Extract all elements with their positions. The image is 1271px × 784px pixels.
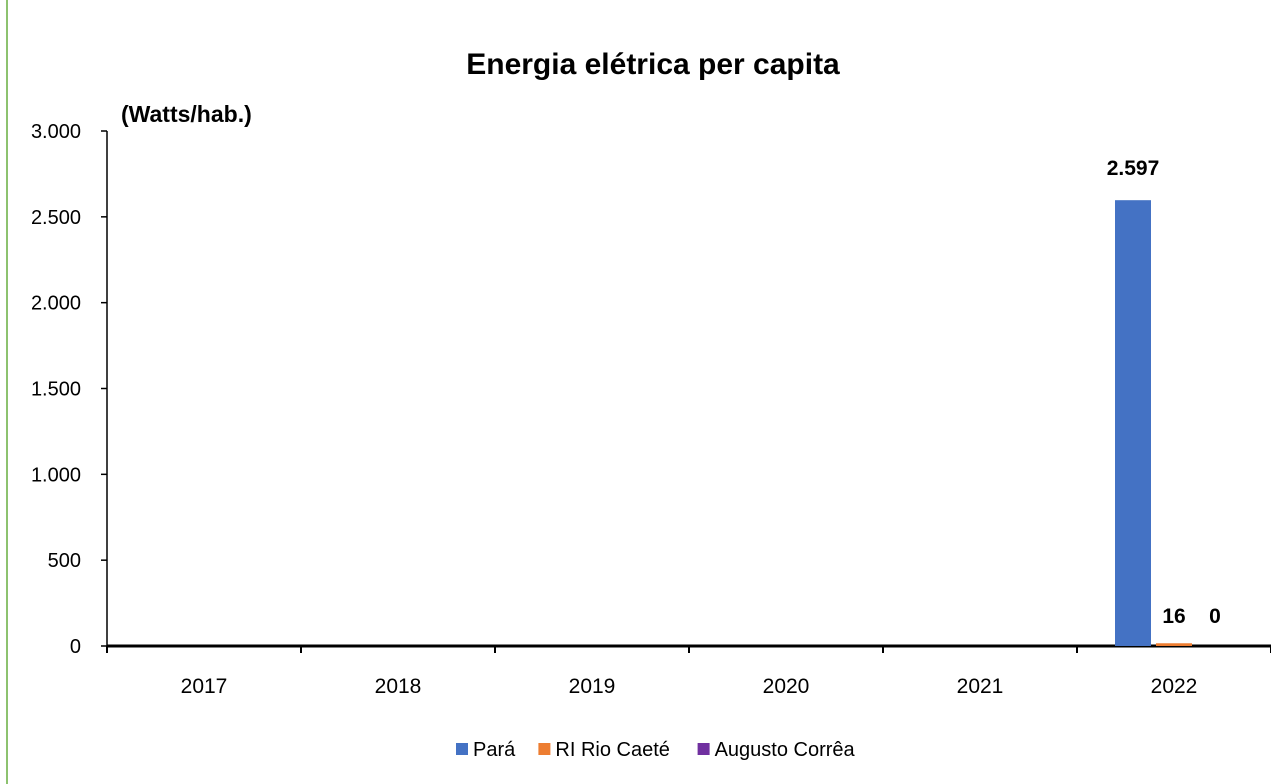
y-tick-label: 1.000 <box>31 464 81 486</box>
bar <box>1115 200 1151 646</box>
legend-swatch <box>697 743 710 755</box>
x-tick-label: 2017 <box>181 675 228 698</box>
legend-label: RI Rio Caeté <box>555 739 670 761</box>
y-axis: 0 500 1.000 1.500 2.000 2.500 3.000 <box>31 121 108 658</box>
legend-swatch <box>538 743 551 755</box>
x-tick-label: 2021 <box>957 675 1004 698</box>
y-tick-label: 0 <box>70 636 81 658</box>
y-tick-label: 2.000 <box>31 293 81 315</box>
y-axis-unit-label: (Watts/hab.) <box>121 101 252 127</box>
data-label: 0 <box>1209 605 1221 628</box>
x-tick-label: 2018 <box>375 675 422 698</box>
legend-label: Pará <box>473 739 516 761</box>
data-labels: 2.597 16 0 <box>1107 157 1221 628</box>
bar <box>1156 643 1192 646</box>
y-tick-label: 500 <box>48 550 81 572</box>
chart-title: Energia elétrica per capita <box>466 48 840 81</box>
data-label: 16 <box>1162 605 1185 628</box>
legend-label: Augusto Corrêa <box>715 739 856 761</box>
x-axis: 2017 2018 2019 2020 2021 2022 <box>106 644 1271 698</box>
y-tick-label: 2.500 <box>31 207 81 229</box>
bars <box>1115 200 1192 646</box>
y-tick-label: 3.000 <box>31 121 81 143</box>
x-tick-label: 2020 <box>763 675 810 698</box>
y-tick-label: 1.500 <box>31 379 81 401</box>
legend: Pará RI Rio Caeté Augusto Corrêa <box>456 739 856 761</box>
legend-swatch <box>456 743 468 755</box>
x-tick-label: 2019 <box>569 675 616 698</box>
data-label: 2.597 <box>1107 157 1160 180</box>
left-border-line <box>6 0 8 784</box>
x-tick-label: 2022 <box>1151 675 1198 698</box>
